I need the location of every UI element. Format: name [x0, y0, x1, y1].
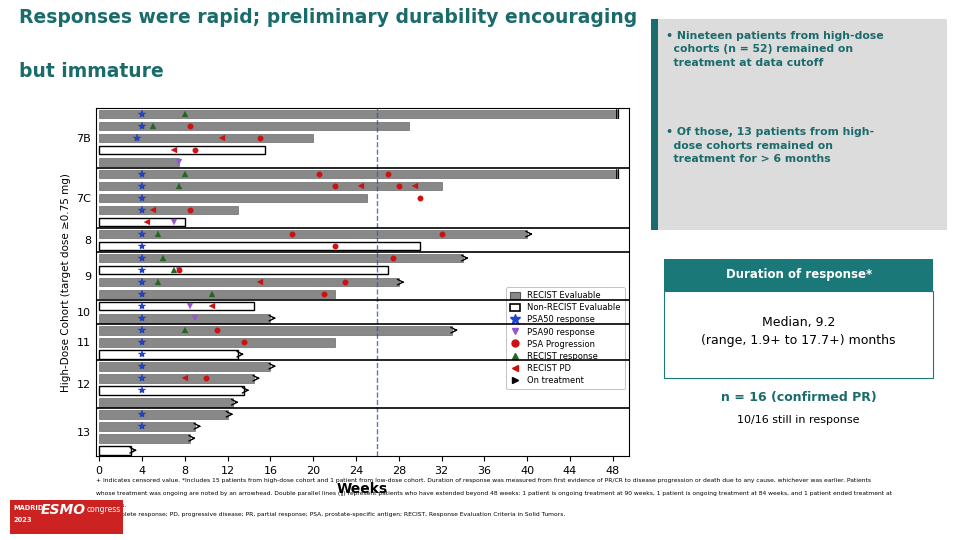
Text: 2023: 2023	[13, 517, 32, 523]
Bar	[99, 110, 618, 118]
Text: + Indicates censored value. *Includes 15 patients from high-dose cohort and 1 pa: + Indicates censored value. *Includes 15…	[96, 478, 871, 483]
Bar	[99, 302, 254, 310]
Bar	[99, 434, 190, 443]
X-axis label: Weeks: Weeks	[337, 482, 388, 496]
Text: • Of those, 13 patients from high-
  dose cohorts remained on
  treatment for > : • Of those, 13 patients from high- dose …	[666, 127, 875, 164]
Bar	[99, 410, 228, 418]
Bar	[99, 122, 410, 130]
Text: Responses were rapid; preliminary durability encouraging: Responses were rapid; preliminary durabi…	[19, 8, 637, 27]
Bar	[99, 314, 271, 322]
Bar	[99, 398, 233, 407]
Text: • Nineteen patients from high-dose
  cohorts (n = 52) remained on
  treatment at: • Nineteen patients from high-dose cohor…	[666, 31, 884, 68]
Text: n = 16 (confirmed PR): n = 16 (confirmed PR)	[721, 392, 876, 404]
Bar	[99, 374, 254, 382]
Bar	[99, 290, 335, 299]
Bar	[99, 182, 442, 191]
Bar	[99, 206, 238, 214]
Bar	[99, 266, 388, 274]
Text: ESMO: ESMO	[40, 503, 85, 517]
Y-axis label: High-Dose Cohort (target dose ≥0.75 mg): High-Dose Cohort (target dose ≥0.75 mg)	[60, 173, 71, 392]
Bar	[99, 218, 184, 226]
Bar	[99, 134, 313, 143]
Bar	[99, 422, 196, 430]
Bar	[99, 338, 335, 347]
Bar	[99, 170, 618, 178]
Text: CR, complete response; PD, progressive disease; PR, partial response; PSA, prost: CR, complete response; PD, progressive d…	[96, 512, 565, 517]
Bar	[99, 386, 244, 395]
Text: but immature: but immature	[19, 62, 164, 81]
Bar	[99, 446, 132, 455]
Bar	[99, 158, 180, 166]
Text: Median, 9.2
(range, 1.9+ to 17.7+) months: Median, 9.2 (range, 1.9+ to 17.7+) month…	[702, 316, 896, 347]
Legend: RECIST Evaluable, Non-RECIST Evaluable, PSA50 response, PSA90 response, PSA Prog: RECIST Evaluable, Non-RECIST Evaluable, …	[506, 287, 625, 389]
Text: MADRID: MADRID	[13, 505, 44, 511]
Text: ∥: ∥	[615, 109, 620, 119]
Text: ∥: ∥	[615, 169, 620, 179]
Bar	[99, 194, 367, 202]
Text: whose treatment was ongoing are noted by an arrowhead. Double parallel lines (∥): whose treatment was ongoing are noted by…	[96, 490, 892, 496]
Bar	[99, 326, 452, 334]
Bar	[99, 230, 527, 239]
Text: congress: congress	[86, 505, 121, 515]
Bar	[99, 254, 463, 262]
Bar	[99, 242, 420, 251]
Text: 58 weeks.: 58 weeks.	[96, 503, 127, 508]
Bar	[99, 350, 238, 359]
Bar	[99, 278, 398, 287]
Bar	[99, 146, 265, 154]
Text: Duration of response*: Duration of response*	[726, 268, 872, 281]
Bar	[99, 362, 271, 370]
Text: 10/16 still in response: 10/16 still in response	[737, 415, 860, 425]
